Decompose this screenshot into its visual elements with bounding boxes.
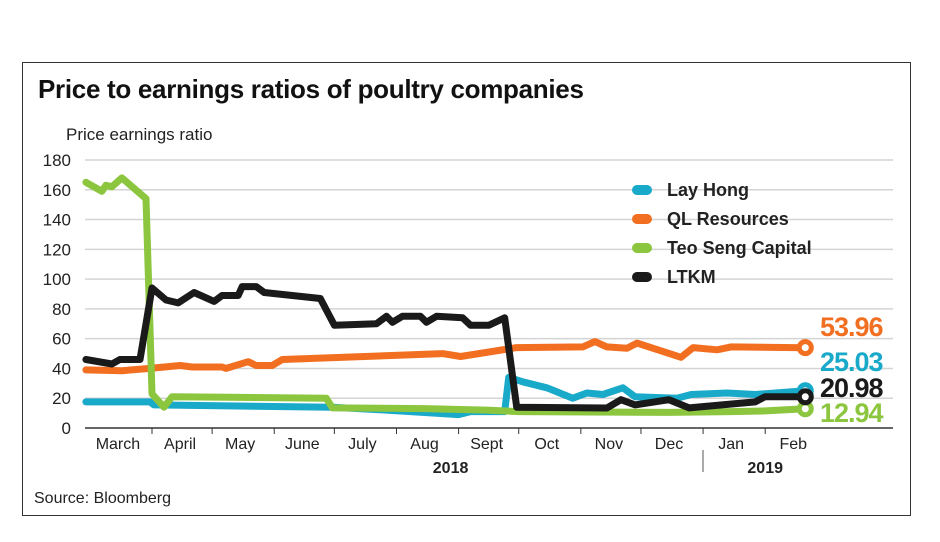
- x-tick-label: Aug: [410, 436, 438, 453]
- x-tick-label: Sept: [470, 436, 503, 453]
- legend-swatch: [632, 214, 652, 224]
- legend-label: LTKM: [667, 267, 716, 287]
- chart-title: Price to earnings ratios of poultry comp…: [38, 74, 584, 104]
- end-marker: [796, 388, 814, 406]
- year-label: 2019: [747, 460, 783, 477]
- x-tick-label: Feb: [779, 436, 807, 453]
- legend-label: Teo Seng Capital: [667, 238, 812, 258]
- x-tick-label: Dec: [655, 436, 683, 453]
- x-tick-label: Nov: [595, 436, 623, 453]
- x-tick-label: March: [96, 436, 140, 453]
- y-axis-label: Price earnings ratio: [66, 125, 213, 144]
- x-tick-label: April: [164, 436, 196, 453]
- legend-label: Lay Hong: [667, 180, 749, 200]
- y-tick-label: 160: [43, 181, 71, 200]
- source-note: Source: Bloomberg: [34, 490, 171, 507]
- y-tick-label: 140: [43, 211, 71, 230]
- y-tick-label: 40: [52, 359, 71, 378]
- legend-swatch: [632, 243, 652, 253]
- series-line-ql-resources: [82, 338, 809, 375]
- chart-frame: [22, 62, 911, 516]
- y-tick-label: 20: [52, 389, 71, 408]
- y-tick-label: 100: [43, 270, 71, 289]
- year-label: 2018: [433, 460, 469, 477]
- y-tick-label: 80: [52, 300, 71, 319]
- x-tick-label: July: [348, 436, 376, 453]
- x-tick-label: May: [225, 436, 255, 453]
- series-line-ltkm: [82, 283, 809, 412]
- end-value-label: 25.03: [820, 347, 884, 377]
- y-tick-label: 120: [43, 240, 71, 259]
- x-tick-label: Jan: [718, 436, 744, 453]
- series-line-teo-seng-capital: [82, 174, 809, 416]
- y-tick-label: 180: [43, 151, 71, 170]
- legend-swatch: [632, 185, 652, 195]
- end-value-label: 20.98: [820, 373, 884, 403]
- y-tick-label: 0: [62, 419, 71, 438]
- y-tick-label: 60: [52, 330, 71, 349]
- x-tick-label: June: [285, 436, 320, 453]
- legend-swatch: [632, 272, 652, 282]
- end-value-label: 53.96: [820, 312, 884, 342]
- end-marker: [796, 339, 814, 357]
- end-value-label: 12.94: [820, 398, 884, 428]
- legend-label: QL Resources: [667, 209, 789, 229]
- x-tick-label: Oct: [534, 436, 559, 453]
